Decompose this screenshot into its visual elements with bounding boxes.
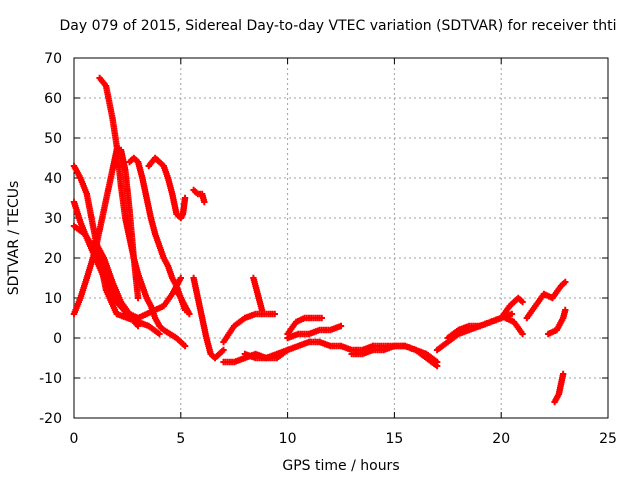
arc-25-point — [559, 370, 567, 378]
arc-16-point — [318, 314, 325, 322]
x-axis-label: GPS time / hours — [282, 458, 399, 474]
x-tick-label: 15 — [385, 431, 403, 447]
x-tick-label: 20 — [492, 431, 510, 447]
y-tick-label: 20 — [44, 251, 62, 267]
y-tick-label: -20 — [39, 411, 62, 427]
arc-02-point — [134, 294, 142, 302]
tick-labels: 0 5 10 15 20 25 -20 -10 0 10 20 30 40 50 60 70 — [39, 51, 617, 447]
y-tick-label: 0 — [53, 331, 62, 347]
y-tick-label: 50 — [44, 131, 62, 147]
arc-07-point — [134, 322, 142, 330]
x-tick-label: 25 — [599, 431, 617, 447]
arc-12-point — [271, 310, 278, 318]
y-tick-label: 10 — [44, 291, 62, 307]
arc-22-point — [519, 330, 526, 338]
plot-frame — [73, 57, 609, 419]
y-tick-label: 30 — [44, 211, 62, 227]
data-markers — [70, 74, 569, 406]
arc-13-point — [258, 306, 266, 314]
y-tick-label: 60 — [44, 91, 62, 107]
y-tick-label: 70 — [44, 51, 62, 67]
arc-09-point — [186, 310, 193, 318]
arc-23-point — [562, 278, 569, 286]
arc-17-point — [337, 322, 345, 330]
chart-title: Day 079 of 2015, Sidereal Day-to-day VTE… — [60, 18, 617, 34]
arc-19-point — [433, 358, 441, 366]
arc-01-point — [181, 342, 189, 350]
arc-06-point — [156, 330, 163, 338]
x-tick-label: 5 — [176, 431, 185, 447]
y-tick-label: 40 — [44, 171, 62, 187]
arc-10-point — [201, 198, 208, 206]
grid — [74, 58, 608, 418]
x-tick-label: 10 — [279, 431, 297, 447]
arc-21-point — [519, 298, 526, 306]
arc-08-point — [177, 274, 184, 282]
arc-20-point — [508, 310, 516, 318]
arc-24-point — [562, 306, 569, 314]
y-tick-label: -10 — [39, 371, 62, 387]
y-axis-label: SDTVAR / TECUs — [6, 181, 22, 296]
x-tick-label: 0 — [70, 431, 79, 447]
arc-04-point — [181, 194, 189, 202]
arc-11-point — [220, 346, 227, 354]
